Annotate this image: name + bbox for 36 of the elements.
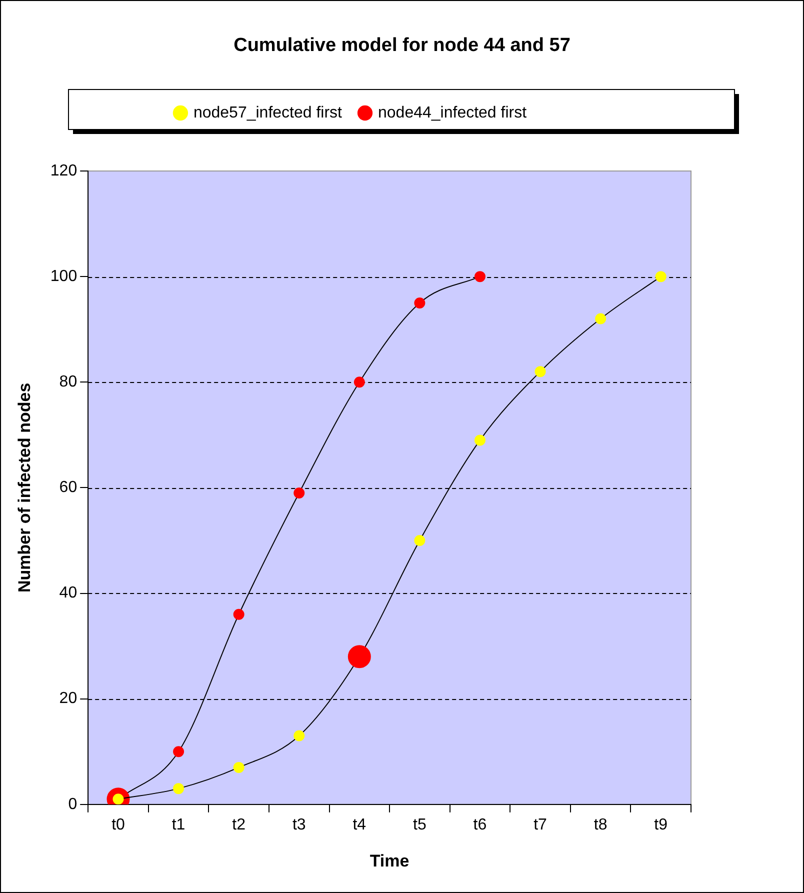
- y-tick-label: 80: [59, 374, 78, 391]
- point: [294, 487, 305, 498]
- chart-title: Cumulative model for node 44 and 57: [232, 35, 572, 57]
- point: [474, 434, 486, 446]
- point: [173, 783, 184, 794]
- x-tick-label: t4: [352, 816, 366, 834]
- point: [233, 762, 244, 773]
- point: [474, 271, 486, 282]
- legend-label: node44_infected first: [378, 104, 528, 122]
- y-axis-title: Number of infected nodes: [14, 382, 34, 593]
- y-tick-label: 60: [59, 479, 78, 496]
- point: [354, 376, 365, 388]
- point: [294, 730, 305, 742]
- point: [534, 366, 546, 378]
- point: [414, 297, 426, 308]
- y-tick-label: 120: [50, 162, 78, 180]
- point: [595, 313, 606, 324]
- x-tick-label: t8: [594, 816, 608, 834]
- point: [173, 746, 184, 758]
- x-tick-label: t2: [232, 816, 246, 834]
- point: [233, 608, 244, 620]
- y-tick-label: 0: [68, 796, 78, 813]
- y-tick-label: 100: [50, 268, 78, 285]
- legend-label: node57_infected first: [193, 104, 343, 122]
- x-tick-label: t7: [534, 816, 548, 834]
- x-tick-label: t9: [654, 816, 668, 834]
- x-tick-label: t1: [172, 816, 186, 834]
- y-tick-label: 40: [59, 584, 78, 602]
- x-tick-label: t5: [413, 816, 426, 834]
- y-tick-label: 20: [59, 690, 78, 708]
- x-tick-label: t6: [473, 816, 487, 834]
- x-axis-title: Time: [370, 851, 410, 870]
- x-tick-label: t3: [292, 816, 306, 834]
- x-tick-label: t0: [112, 816, 126, 834]
- point: [414, 534, 426, 546]
- point: [655, 271, 666, 282]
